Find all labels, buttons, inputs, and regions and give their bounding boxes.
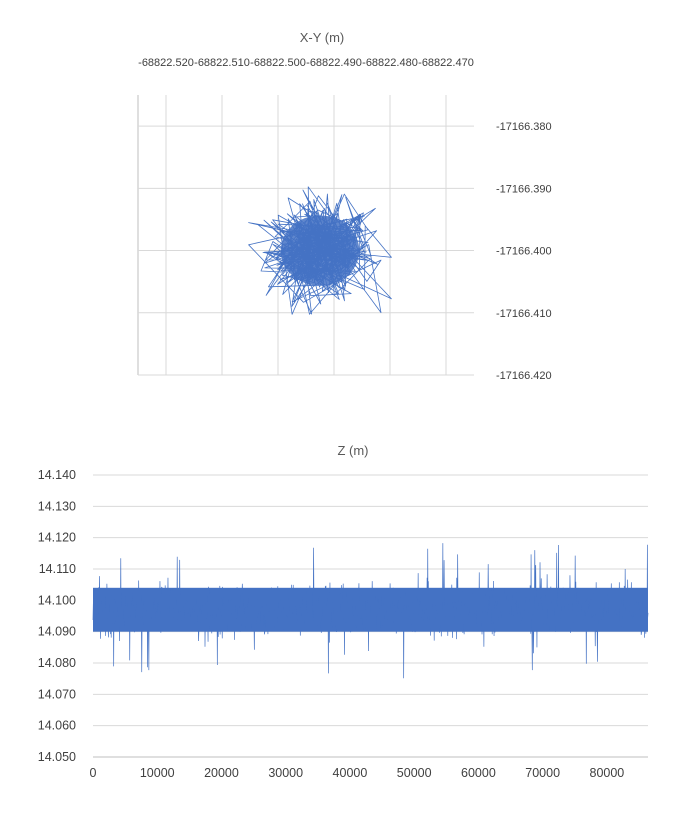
xy-dense-core [280,215,360,286]
z-chart: Z (m) 0 10000 20000 30000 40000 50000 60000 700… [38,443,649,780]
z-x-tick-label: 10000 [140,766,175,780]
xy-grid [137,95,474,376]
z-x-tick-label: 0 [90,766,97,780]
z-x-tick-label: 80000 [590,766,625,780]
z-x-tick-label: 20000 [204,766,239,780]
z-y-tick-label: 14.070 [38,687,76,701]
z-y-tick-labels: 14.050 14.060 14.070 14.080 14.090 14.100 14.1… [38,468,76,764]
xy-y-tick-label: -17166.400 [496,246,552,258]
xy-series [248,186,392,315]
z-chart-title: Z (m) [337,443,368,458]
z-y-tick-label: 14.060 [38,719,76,733]
xy-x-tick-label: -68822.470 [418,57,474,69]
z-x-tick-label: 50000 [397,766,432,780]
xy-y-tick-label: -17166.380 [496,121,552,133]
z-y-tick-label: 14.050 [38,750,76,764]
z-x-tick-label: 60000 [461,766,496,780]
z-y-tick-label: 14.100 [38,593,76,607]
z-x-tick-labels: 0 10000 20000 30000 40000 50000 60000 70000 8000… [90,766,625,780]
xy-x-tick-label: -68822.500 [250,57,306,69]
xy-y-tick-label: -17166.420 [496,370,552,382]
z-y-tick-label: 14.080 [38,656,76,670]
z-y-tick-label: 14.110 [39,562,76,576]
xy-x-tick-label: -68822.510 [194,57,250,69]
z-series-line [92,543,649,679]
xy-y-tick-label: -17166.390 [496,183,552,195]
xy-x-tick-label: -68822.480 [362,57,418,69]
z-x-tick-label: 30000 [268,766,303,780]
xy-y-tick-labels: -17166.380 -17166.390 -17166.400 -17166.410… [496,121,552,382]
z-y-tick-label: 14.140 [38,468,76,482]
z-series [92,543,649,679]
xy-x-tick-label: -68822.520 [138,57,194,69]
xy-y-tick-label: -17166.410 [496,308,552,320]
xy-chart-title: X-Y (m) [300,30,345,45]
z-y-tick-label: 14.130 [38,499,76,513]
xy-x-tick-labels: -68822.520 -68822.510 -68822.500 -68822.490… [138,57,474,69]
xy-chart: X-Y (m) -68822.520 -68822.510 -68822.500 -6… [137,30,552,382]
z-y-tick-label: 14.090 [38,625,76,639]
z-x-tick-label: 70000 [525,766,560,780]
xy-x-tick-label: -68822.490 [306,57,362,69]
z-y-tick-label: 14.120 [38,531,76,545]
z-x-tick-label: 40000 [333,766,368,780]
